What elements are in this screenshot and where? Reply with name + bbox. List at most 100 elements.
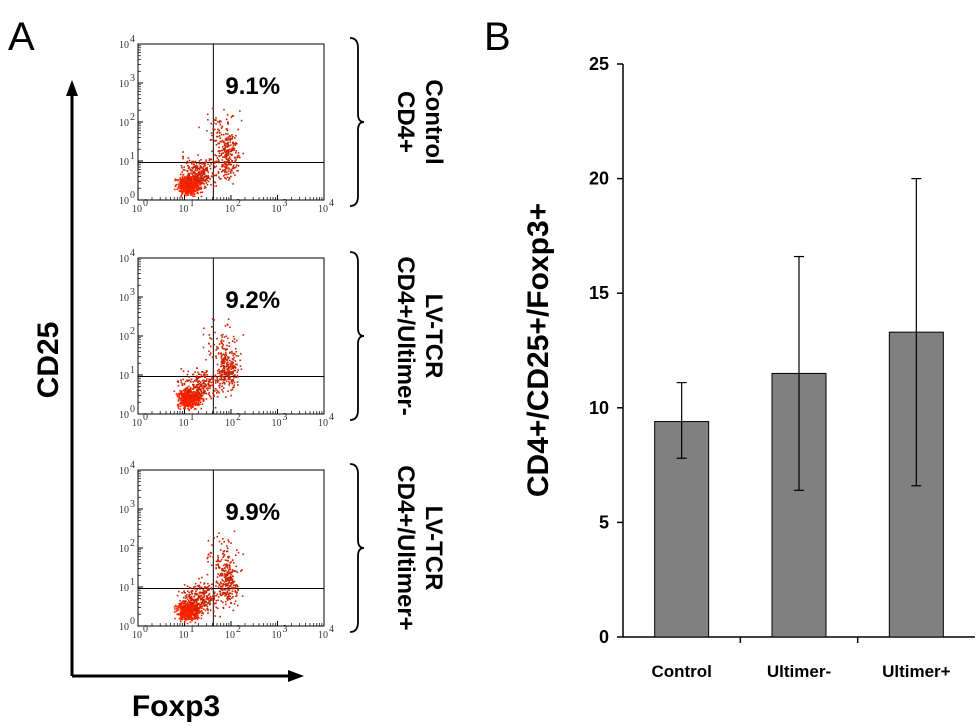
flow-event-dot bbox=[200, 374, 203, 376]
flow-event-dot bbox=[237, 165, 240, 167]
flow-event-dot bbox=[216, 560, 219, 563]
flow-event-dot bbox=[225, 178, 227, 180]
flow-event-dot bbox=[204, 164, 207, 167]
flow-event-dot bbox=[176, 404, 179, 406]
flow-event-dot bbox=[182, 403, 185, 406]
flow-event-dot bbox=[217, 372, 219, 375]
flow-event-dot bbox=[181, 602, 184, 604]
flow-event-dot bbox=[184, 606, 186, 608]
flow-y-tick-label: 10 bbox=[119, 196, 129, 207]
flow-y-tick-label: 10 bbox=[119, 544, 129, 555]
flow-event-dot bbox=[184, 617, 186, 619]
flow-event-dot bbox=[217, 558, 219, 561]
flow-event-dot bbox=[215, 139, 217, 142]
flow-event-dot bbox=[229, 595, 231, 598]
flow-event-dot bbox=[186, 395, 189, 398]
flow-event-dot bbox=[184, 604, 186, 606]
flow-event-dot bbox=[213, 185, 215, 188]
flow-event-dot bbox=[180, 379, 182, 381]
flow-event-dot bbox=[223, 354, 226, 356]
flow-event-dot bbox=[175, 184, 177, 186]
flow-event-dot bbox=[193, 176, 196, 179]
flow-event-dot bbox=[192, 190, 194, 193]
flow-x-tick-exponent: 3 bbox=[283, 624, 288, 635]
flow-event-dot bbox=[198, 399, 201, 401]
flow-event-dot bbox=[192, 397, 195, 400]
flow-event-dot bbox=[180, 188, 182, 190]
flow-y-tick-exponent: 0 bbox=[130, 404, 135, 415]
flow-x-tick-label: 10 bbox=[179, 418, 189, 429]
flow-event-dot bbox=[241, 595, 244, 597]
flow-event-dot bbox=[227, 593, 229, 595]
flow-event-dot bbox=[235, 151, 237, 154]
flow-event-dot bbox=[180, 368, 183, 370]
flow-event-dot bbox=[218, 155, 220, 157]
flow-event-dot bbox=[183, 614, 185, 616]
flow-event-dot bbox=[196, 598, 199, 600]
flow-event-dot bbox=[192, 605, 195, 607]
flow-event-dot bbox=[220, 355, 223, 358]
flow-event-dot bbox=[198, 388, 201, 391]
flow-event-dot bbox=[232, 367, 235, 369]
flow-event-dot bbox=[229, 568, 231, 571]
flow-event-dot bbox=[206, 177, 209, 179]
flow-event-dot bbox=[226, 139, 228, 142]
flow-event-dot bbox=[234, 369, 237, 372]
flow-event-dot bbox=[187, 183, 189, 185]
flow-event-dot bbox=[182, 399, 184, 402]
flow-event-dot bbox=[199, 604, 202, 606]
flow-event-dot bbox=[202, 591, 204, 594]
flow-event-dot bbox=[206, 170, 209, 172]
flow-event-dot bbox=[195, 180, 198, 183]
flow-event-dot bbox=[204, 380, 206, 382]
flow-event-dot bbox=[229, 576, 231, 579]
flow-event-dot bbox=[235, 595, 237, 598]
flow-event-dot bbox=[186, 400, 189, 403]
flow-event-dot bbox=[226, 158, 229, 161]
flow-event-dot bbox=[213, 395, 215, 397]
flow-event-dot bbox=[193, 394, 196, 396]
flow-event-dot bbox=[188, 399, 191, 401]
flow-event-dot bbox=[197, 376, 199, 378]
flow-event-dot bbox=[211, 150, 213, 153]
flow-event-dot bbox=[177, 400, 180, 402]
flow-event-dot bbox=[197, 387, 199, 389]
flow-event-dot bbox=[199, 394, 202, 397]
flow-event-dot bbox=[230, 389, 232, 392]
flow-event-dot bbox=[231, 149, 234, 152]
flow-event-dot bbox=[216, 593, 219, 596]
flow-event-dot bbox=[183, 190, 186, 193]
flow-event-dot bbox=[228, 168, 230, 170]
flow-y-tick-label: 10 bbox=[119, 622, 129, 633]
flow-event-dot bbox=[216, 396, 219, 398]
flow-event-dot bbox=[232, 135, 234, 138]
flow-event-dot bbox=[234, 570, 237, 573]
flow-event-dot bbox=[197, 402, 200, 405]
flow-event-dot bbox=[233, 143, 235, 145]
group-brace bbox=[349, 251, 365, 421]
flow-event-dot bbox=[226, 545, 228, 547]
flow-event-dot bbox=[223, 164, 225, 166]
flow-event-dot bbox=[200, 159, 202, 161]
flow-event-dot bbox=[190, 618, 192, 620]
flow-event-dot bbox=[191, 388, 194, 390]
flow-event-dot bbox=[196, 608, 198, 611]
flow-event-dot bbox=[201, 175, 203, 177]
flow-event-dot bbox=[188, 379, 191, 382]
flow-event-dot bbox=[197, 384, 199, 386]
flow-event-dot bbox=[226, 176, 229, 179]
flow-event-dot bbox=[192, 174, 195, 177]
flow-y-tick-exponent: 2 bbox=[130, 112, 135, 123]
flow-event-dot bbox=[189, 388, 191, 391]
flow-event-dot bbox=[208, 159, 211, 162]
flow-event-dot bbox=[223, 378, 225, 381]
flow-dots bbox=[173, 530, 244, 625]
flow-event-dot bbox=[222, 589, 224, 591]
flow-event-dot bbox=[216, 337, 218, 340]
flow-event-dot bbox=[222, 593, 225, 595]
flow-event-dot bbox=[224, 603, 227, 606]
flow-event-dot bbox=[225, 153, 228, 156]
flow-x-tick-exponent: 2 bbox=[236, 198, 241, 209]
flow-event-dot bbox=[194, 160, 197, 163]
panel-a-x-label: Foxp3 bbox=[132, 690, 220, 723]
